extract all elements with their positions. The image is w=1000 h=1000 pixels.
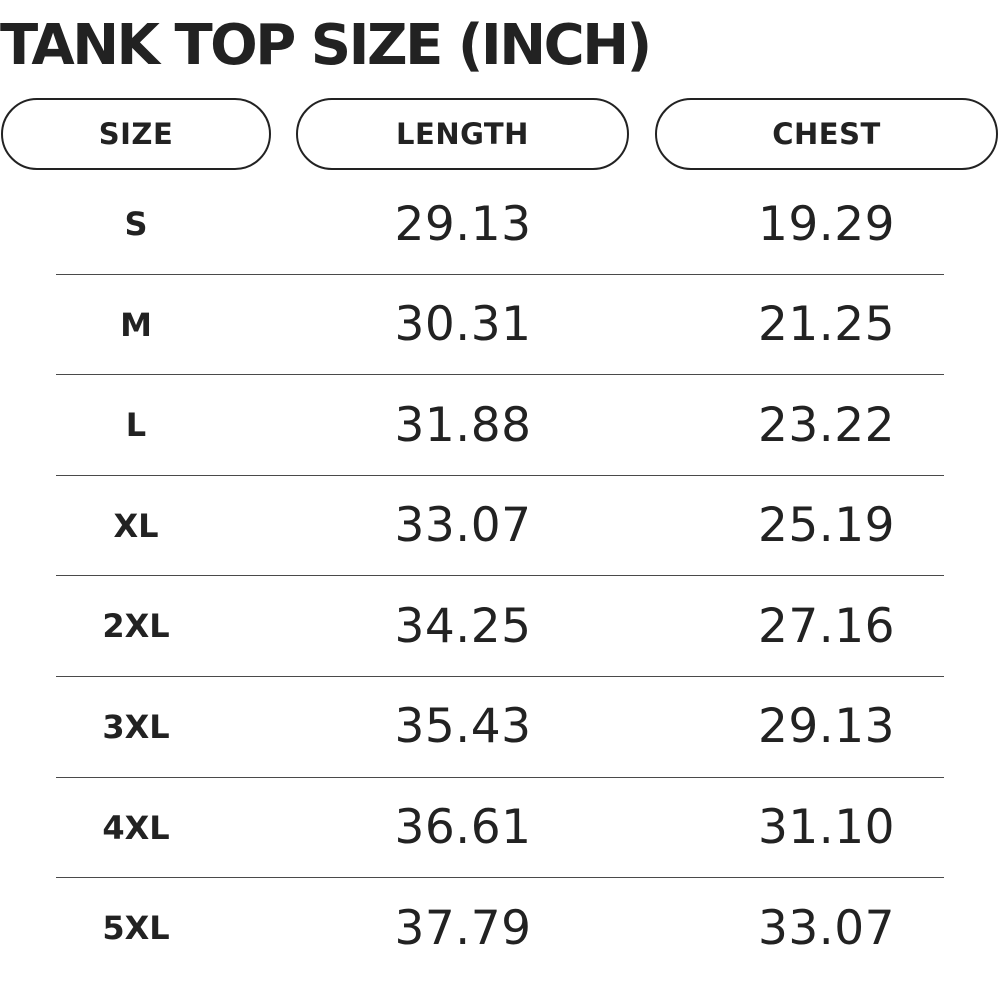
length-cell: 29.13	[394, 196, 532, 252]
chest-cell: 25.19	[757, 498, 896, 554]
row-divider	[56, 273, 944, 275]
length-cell: 30.31	[394, 297, 532, 353]
length-cell: 35.43	[394, 699, 532, 755]
length-cell: 37.79	[394, 900, 532, 956]
table-row: 5XL 37.79 33.07	[0, 878, 1000, 979]
chest-cell: 21.25	[757, 297, 896, 353]
table-row: L 31.88 23.22	[0, 375, 1000, 476]
chest-cell: 23.22	[757, 397, 896, 453]
header-length: LENGTH	[296, 98, 629, 170]
size-cell: L	[125, 406, 147, 445]
row-divider	[56, 877, 944, 879]
chest-cell: 31.10	[757, 800, 896, 856]
row-divider	[56, 575, 944, 577]
table-row: 2XL 34.25 27.16	[0, 576, 1000, 677]
chest-cell: 27.16	[757, 598, 896, 654]
size-table-body: S 29.13 19.29 M 30.31 21.25 L 31.88 23.2…	[0, 174, 1000, 979]
row-divider	[56, 374, 944, 376]
table-row: 4XL 36.61 31.10	[0, 778, 1000, 879]
chest-cell: 29.13	[757, 699, 896, 755]
size-cell: 4XL	[102, 808, 170, 847]
length-cell: 34.25	[394, 598, 532, 654]
size-cell: 3XL	[102, 707, 170, 746]
size-cell: XL	[113, 506, 159, 545]
length-cell: 36.61	[394, 800, 532, 856]
size-cell: S	[124, 205, 148, 243]
size-cell: 5XL	[102, 909, 170, 948]
row-divider	[56, 675, 944, 677]
table-row: S 29.13 19.29	[0, 174, 1000, 275]
chest-cell: 33.07	[757, 900, 896, 956]
table-row: 3XL 35.43 29.13	[0, 677, 1000, 778]
row-divider	[56, 474, 944, 476]
row-divider	[56, 776, 944, 778]
header-size: SIZE	[1, 98, 271, 170]
chest-cell: 19.29	[757, 196, 896, 252]
header-chest: CHEST	[655, 98, 998, 170]
length-cell: 31.88	[394, 397, 532, 453]
size-cell: M	[120, 305, 152, 344]
length-cell: 33.07	[394, 498, 532, 554]
table-row: XL 33.07 25.19	[0, 476, 1000, 577]
page-title: TANK TOP SIZE (INCH)	[0, 13, 652, 78]
table-row: M 30.31 21.25	[0, 275, 1000, 376]
size-cell: 2XL	[102, 607, 170, 646]
